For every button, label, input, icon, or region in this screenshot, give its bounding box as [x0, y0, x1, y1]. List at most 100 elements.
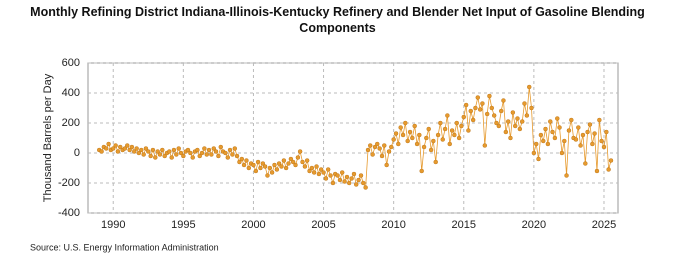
data-point — [468, 108, 473, 114]
data-point — [199, 150, 205, 156]
data-point — [160, 147, 165, 153]
data-point — [580, 132, 586, 138]
data-point — [281, 158, 287, 163]
data-point — [267, 165, 273, 171]
data-point — [99, 149, 104, 154]
data-point — [351, 171, 357, 177]
data-point — [527, 84, 532, 90]
data-point — [473, 105, 478, 111]
data-point — [389, 144, 394, 150]
data-point — [176, 146, 181, 151]
data-point — [550, 129, 555, 135]
x-tick-label: 1990 — [101, 219, 125, 231]
data-point — [426, 126, 431, 132]
data-point — [604, 129, 609, 135]
data-point — [417, 132, 422, 138]
data-point — [134, 146, 139, 151]
data-point — [515, 116, 520, 121]
y-tick-label: 400 — [62, 87, 80, 99]
data-point — [122, 146, 128, 151]
data-point — [262, 164, 268, 169]
y-tick-label: 600 — [62, 57, 80, 69]
data-point — [347, 180, 352, 186]
data-point — [218, 144, 223, 150]
data-point — [606, 167, 611, 172]
data-point — [167, 149, 172, 154]
data-point — [321, 170, 326, 175]
data-point — [241, 162, 247, 168]
data-point — [286, 161, 291, 166]
data-point — [293, 162, 298, 168]
data-point — [337, 177, 343, 183]
x-tick-label: 2000 — [241, 219, 265, 231]
data-point — [440, 137, 445, 142]
data-point — [552, 135, 558, 141]
data-point — [573, 137, 579, 142]
data-point — [174, 152, 179, 157]
data-point — [276, 161, 282, 166]
data-point — [601, 144, 607, 150]
data-point — [139, 147, 144, 153]
data-point — [115, 149, 121, 154]
data-point — [260, 161, 266, 166]
data-point — [489, 105, 495, 111]
data-point — [583, 161, 588, 166]
data-point — [564, 173, 569, 178]
data-point — [340, 170, 345, 175]
data-point — [125, 143, 130, 148]
source-note: Source: U.S. Energy Information Administ… — [30, 242, 219, 252]
data-point — [335, 173, 340, 178]
data-point — [461, 114, 466, 120]
data-point — [494, 120, 499, 126]
y-tick-label: 200 — [62, 117, 80, 129]
data-point — [534, 141, 539, 147]
data-point — [508, 135, 513, 141]
data-point — [213, 149, 219, 154]
data-point — [510, 110, 516, 115]
data-point — [424, 135, 429, 141]
data-point — [150, 147, 156, 153]
data-point — [323, 176, 329, 181]
data-point — [342, 179, 347, 184]
data-point — [104, 146, 109, 151]
data-point — [274, 167, 280, 172]
data-point — [594, 168, 600, 174]
data-point — [566, 128, 572, 133]
y-tick-label: -200 — [58, 177, 80, 189]
data-point — [314, 164, 319, 169]
data-point — [155, 149, 160, 154]
data-point — [470, 117, 476, 123]
data-point — [258, 165, 263, 171]
data-point — [253, 168, 259, 174]
data-point — [419, 168, 424, 174]
data-point — [307, 168, 312, 174]
data-point — [197, 153, 202, 159]
data-point — [162, 153, 167, 159]
data-point — [223, 150, 228, 156]
data-point — [503, 129, 509, 135]
data-point — [391, 137, 396, 142]
data-point — [146, 149, 151, 154]
x-tick-label: 2015 — [452, 219, 476, 231]
data-point — [393, 131, 399, 136]
data-point — [349, 176, 354, 181]
data-point — [543, 126, 548, 132]
data-point — [358, 173, 364, 178]
data-point — [377, 146, 382, 151]
data-point — [520, 119, 525, 124]
data-point — [211, 146, 216, 151]
data-point — [141, 152, 146, 157]
data-point — [459, 123, 464, 129]
data-point — [445, 113, 450, 118]
data-point — [190, 155, 195, 160]
data-point — [153, 155, 158, 160]
data-point — [466, 128, 471, 133]
data-point — [536, 156, 541, 162]
data-point — [279, 164, 284, 169]
data-point — [375, 141, 380, 147]
data-point — [148, 153, 153, 159]
data-point — [269, 170, 275, 175]
data-point — [290, 159, 296, 165]
data-point — [356, 177, 361, 183]
